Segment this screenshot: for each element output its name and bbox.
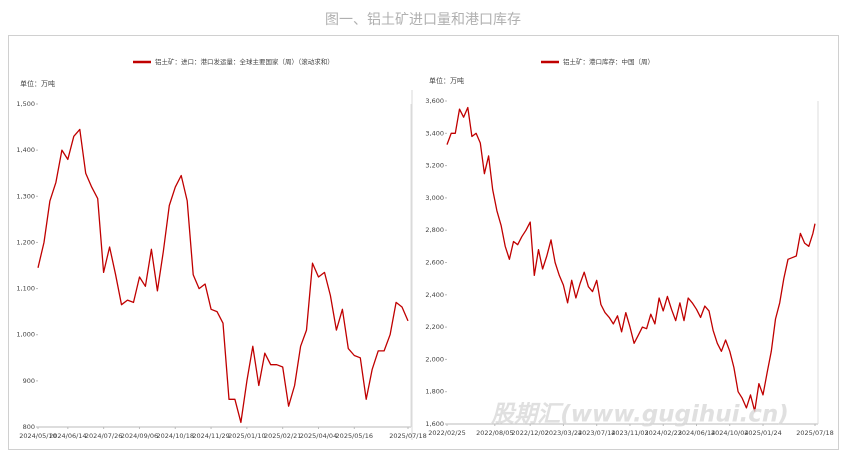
data-line <box>37 128 409 424</box>
legend-label: 铝土矿：港口库存：中国（周） <box>563 57 654 66</box>
x-tick-label: 2025/07/18 <box>389 432 426 440</box>
x-tick-label: 2023/11/03 <box>611 429 648 437</box>
x-tick-label: 2024/10/18 <box>157 432 194 440</box>
y-tick-label: 1,200 <box>16 238 35 246</box>
x-tick-label: 2024/06/14 <box>49 432 86 440</box>
x-tick-label: 2023/07/14 <box>578 429 615 437</box>
x-tick-label: 2025/05/16 <box>336 432 373 440</box>
y-axis-unit: 单位：万吨 <box>429 76 464 85</box>
y-tick-label: 1,300 <box>16 192 35 200</box>
data-line <box>446 106 816 412</box>
watermark: 股期汇(www.gugihui.cn) <box>490 402 789 428</box>
x-tick-label: 2024/07/26 <box>85 432 122 440</box>
y-tick-label: 2,400 <box>425 291 444 299</box>
y-tick-label: 1,000 <box>16 331 35 339</box>
y-tick-label: 3,000 <box>425 194 444 202</box>
x-tick-label: 2022/02/25 <box>428 429 465 437</box>
page-title: 图一、铝土矿进口量和港口库存 <box>325 12 521 28</box>
x-tick-label: 2022/12/02 <box>511 429 548 437</box>
y-tick-label: 800 <box>23 423 35 431</box>
y-tick-label: 3,200 <box>425 162 444 170</box>
y-tick-label: 1,600 <box>425 420 444 428</box>
y-tick-label: 1,800 <box>425 388 444 396</box>
x-tick-label: 2025/04/04 <box>300 432 337 440</box>
y-axis-unit: 单位：万吨 <box>20 79 55 88</box>
y-tick-label: 2,000 <box>425 355 444 363</box>
x-tick-label: 2025/01/24 <box>744 429 781 437</box>
x-tick-label: 2025/02/21 <box>264 432 301 440</box>
x-tick-label: 2024/11/29 <box>192 432 229 440</box>
x-tick-label: 2022/08/05 <box>476 429 513 437</box>
x-tick-label: 2024/02/23 <box>644 429 681 437</box>
legend-label: 铝土矿：进口：港口发运量：全球主要国家（周）（滚动求和） <box>155 57 334 66</box>
x-tick-label: 2023/03/24 <box>545 429 582 437</box>
y-tick-label: 900 <box>23 377 35 385</box>
y-tick-label: 1,100 <box>16 285 35 293</box>
x-tick-label: 2024/10/04 <box>711 429 748 437</box>
x-tick-label: 2024/09/06 <box>121 432 158 440</box>
y-tick-label: 1,500 <box>16 100 35 108</box>
y-tick-label: 2,800 <box>425 226 444 234</box>
x-tick-label: 2024/06/14 <box>678 429 715 437</box>
x-tick-label: 2025/01/10 <box>228 432 265 440</box>
y-tick-label: 1,400 <box>16 146 35 154</box>
x-tick-label: 2025/07/18 <box>796 429 833 437</box>
frame <box>8 35 839 450</box>
x-tick-label: 2024/05/10 <box>19 432 56 440</box>
y-tick-label: 3,400 <box>425 129 444 137</box>
y-tick-label: 3,600 <box>425 97 444 105</box>
y-tick-label: 2,200 <box>425 323 444 331</box>
y-tick-label: 2,600 <box>425 259 444 267</box>
